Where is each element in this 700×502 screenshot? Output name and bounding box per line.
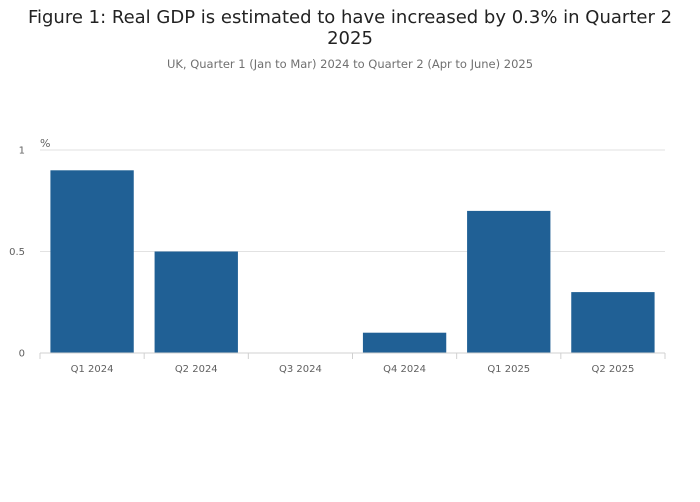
bar[interactable]	[154, 251, 238, 354]
y-axis-unit-label: %	[40, 137, 50, 150]
y-tick-label: 1	[19, 146, 25, 157]
chart-subtitle: UK, Quarter 1 (Jan to Mar) 2024 to Quart…	[166, 57, 534, 71]
x-tick-label: Q3 2024	[279, 364, 322, 375]
x-tick-label: Q2 2025	[591, 364, 634, 375]
x-tick-label: Q1 2025	[487, 364, 530, 375]
tick-labels: 0 0.5 1 Q1 2024 Q2 2024 Q3 2024 Q4 2024 Q1 2025…	[9, 146, 634, 376]
bar[interactable]	[50, 170, 134, 353]
x-tick-label: Q2 2024	[175, 364, 218, 375]
x-tick-label: Q1 2024	[71, 364, 114, 375]
chart-title: Figure 1: Real GDP is estimated to have …	[27, 7, 673, 49]
y-tick-label: 0	[19, 349, 25, 360]
gridlines	[40, 149, 665, 252]
x-tick-label: Q4 2024	[383, 364, 426, 375]
bar[interactable]	[571, 292, 655, 353]
bars	[50, 170, 655, 354]
bar[interactable]	[362, 332, 447, 353]
x-axis	[39, 352, 666, 359]
bar[interactable]	[467, 210, 551, 353]
y-tick-label: 0.5	[9, 247, 25, 258]
